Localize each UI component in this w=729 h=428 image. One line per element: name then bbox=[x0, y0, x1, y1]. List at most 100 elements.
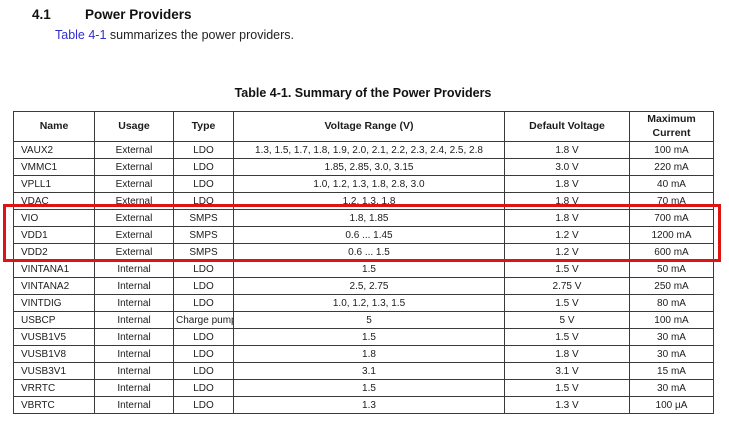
table-row: VINTANA1 Internal LDO 1.5 1.5 V 50 mA bbox=[13, 260, 714, 278]
cell-max_current: 700 mA bbox=[629, 209, 714, 227]
cell-default_voltage: 1.3 V bbox=[504, 396, 630, 414]
cell-name: USBCP bbox=[13, 311, 95, 329]
table-row: VUSB1V5 Internal LDO 1.5 1.5 V 30 mA bbox=[13, 328, 714, 346]
cell-type: LDO bbox=[173, 277, 234, 295]
table-row-highlighted: VDD2 External SMPS 0.6 ... 1.5 1.2 V 600 mA bbox=[13, 243, 714, 261]
cell-voltage_range: 1.3 bbox=[233, 396, 505, 414]
cell-voltage_range: 1.0, 1.2, 1.3, 1.5 bbox=[233, 294, 505, 312]
cell-default_voltage: 5 V bbox=[504, 311, 630, 329]
cell-default_voltage: 1.5 V bbox=[504, 379, 630, 397]
table-row: USBCP Internal Charge pump 5 5 V 100 mA bbox=[13, 311, 714, 329]
cell-voltage_range: 2.5, 2.75 bbox=[233, 277, 505, 295]
cell-usage: Internal bbox=[94, 345, 174, 363]
cell-voltage_range: 0.6 ... 1.45 bbox=[233, 226, 505, 244]
table-row: VINTDIG Internal LDO 1.0, 1.2, 1.3, 1.5 1.5 … bbox=[13, 294, 714, 312]
cell-default_voltage: 1.2 V bbox=[504, 226, 630, 244]
cell-voltage_range: 1.8, 1.85 bbox=[233, 209, 505, 227]
cell-name: VDAC bbox=[13, 192, 95, 210]
cell-voltage_range: 1.8 bbox=[233, 345, 505, 363]
cell-usage: Internal bbox=[94, 277, 174, 295]
cell-type: LDO bbox=[173, 192, 234, 210]
cell-type: SMPS bbox=[173, 226, 234, 244]
column-header-3: Voltage Range (V) bbox=[233, 111, 505, 142]
cell-default_voltage: 1.8 V bbox=[504, 209, 630, 227]
cell-max_current: 30 mA bbox=[629, 379, 714, 397]
cell-max_current: 50 mA bbox=[629, 260, 714, 278]
cell-max_current: 100 mA bbox=[629, 311, 714, 329]
cell-usage: External bbox=[94, 192, 174, 210]
cell-usage: Internal bbox=[94, 294, 174, 312]
cell-type: SMPS bbox=[173, 209, 234, 227]
cell-voltage_range: 1.5 bbox=[233, 379, 505, 397]
power-providers-table: Name Usage Type Voltage Range (V) Default Vo… bbox=[13, 111, 714, 414]
cell-max_current: 15 mA bbox=[629, 362, 714, 380]
cell-name: VAUX2 bbox=[13, 141, 95, 159]
section-title: Power Providers bbox=[85, 7, 192, 22]
cell-type: LDO bbox=[173, 362, 234, 380]
cell-name: VDD2 bbox=[13, 243, 95, 261]
cell-max_current: 100 mA bbox=[629, 141, 714, 159]
cell-name: VUSB1V5 bbox=[13, 328, 95, 346]
cell-voltage_range: 3.1 bbox=[233, 362, 505, 380]
cell-usage: Internal bbox=[94, 379, 174, 397]
cell-max_current: 30 mA bbox=[629, 345, 714, 363]
cell-type: LDO bbox=[173, 175, 234, 193]
column-header-0: Name bbox=[13, 111, 95, 142]
table-row: VINTANA2 Internal LDO 2.5, 2.75 2.75 V 250 mA bbox=[13, 277, 714, 295]
cell-name: VUSB1V8 bbox=[13, 345, 95, 363]
cell-type: SMPS bbox=[173, 243, 234, 261]
table-4-1-link[interactable]: Table 4-1 bbox=[55, 28, 107, 42]
cell-name: VDD1 bbox=[13, 226, 95, 244]
table-row: VBRTC Internal LDO 1.3 1.3 V 100 µA bbox=[13, 396, 714, 414]
cell-name: VUSB3V1 bbox=[13, 362, 95, 380]
cell-max_current: 600 mA bbox=[629, 243, 714, 261]
cell-usage: External bbox=[94, 226, 174, 244]
cell-voltage_range: 1.5 bbox=[233, 328, 505, 346]
cell-type: LDO bbox=[173, 141, 234, 159]
cell-name: VPLL1 bbox=[13, 175, 95, 193]
table-row: VDAC External LDO 1.2, 1.3, 1.8 1.8 V 70 mA bbox=[13, 192, 714, 210]
cell-voltage_range: 1.85, 2.85, 3.0, 3.15 bbox=[233, 158, 505, 176]
cell-name: VINTDIG bbox=[13, 294, 95, 312]
cell-usage: External bbox=[94, 175, 174, 193]
cell-voltage_range: 1.0, 1.2, 1.3, 1.8, 2.8, 3.0 bbox=[233, 175, 505, 193]
table-row: VUSB1V8 Internal LDO 1.8 1.8 V 30 mA bbox=[13, 345, 714, 363]
cell-max_current: 1200 mA bbox=[629, 226, 714, 244]
column-header-4: Default Voltage bbox=[504, 111, 630, 142]
table-row-highlighted: VIO External SMPS 1.8, 1.85 1.8 V 700 mA bbox=[13, 209, 714, 227]
cell-usage: External bbox=[94, 209, 174, 227]
cell-type: LDO bbox=[173, 260, 234, 278]
cell-max_current: 80 mA bbox=[629, 294, 714, 312]
cell-voltage_range: 1.2, 1.3, 1.8 bbox=[233, 192, 505, 210]
cell-default_voltage: 1.8 V bbox=[504, 192, 630, 210]
cell-default_voltage: 3.0 V bbox=[504, 158, 630, 176]
table-row-highlighted: VDD1 External SMPS 0.6 ... 1.45 1.2 V 1200 mA bbox=[13, 226, 714, 244]
cell-default_voltage: 3.1 V bbox=[504, 362, 630, 380]
cell-max_current: 100 µA bbox=[629, 396, 714, 414]
cell-name: VINTANA1 bbox=[13, 260, 95, 278]
cell-default_voltage: 1.8 V bbox=[504, 345, 630, 363]
cell-usage: Internal bbox=[94, 328, 174, 346]
cell-usage: Internal bbox=[94, 396, 174, 414]
cell-max_current: 250 mA bbox=[629, 277, 714, 295]
cell-default_voltage: 1.5 V bbox=[504, 294, 630, 312]
cell-usage: Internal bbox=[94, 260, 174, 278]
cell-type: LDO bbox=[173, 294, 234, 312]
cell-max_current: 40 mA bbox=[629, 175, 714, 193]
cell-usage: External bbox=[94, 141, 174, 159]
cell-name: VIO bbox=[13, 209, 95, 227]
cell-voltage_range: 5 bbox=[233, 311, 505, 329]
cell-name: VMMC1 bbox=[13, 158, 95, 176]
cell-max_current: 30 mA bbox=[629, 328, 714, 346]
cell-type: Charge pump bbox=[173, 311, 234, 329]
cell-default_voltage: 1.5 V bbox=[504, 328, 630, 346]
cell-type: LDO bbox=[173, 345, 234, 363]
table-row: VPLL1 External LDO 1.0, 1.2, 1.3, 1.8, 2.8,… bbox=[13, 175, 714, 193]
cell-type: LDO bbox=[173, 158, 234, 176]
cell-voltage_range: 1.5 bbox=[233, 260, 505, 278]
column-header-5: Maximum Current bbox=[629, 111, 714, 142]
cell-voltage_range: 0.6 ... 1.5 bbox=[233, 243, 505, 261]
cell-name: VBRTC bbox=[13, 396, 95, 414]
section-number: 4.1 bbox=[32, 7, 51, 22]
table-row: VAUX2 External LDO 1.3, 1.5, 1.7, 1.8, 1.9,… bbox=[13, 141, 714, 159]
